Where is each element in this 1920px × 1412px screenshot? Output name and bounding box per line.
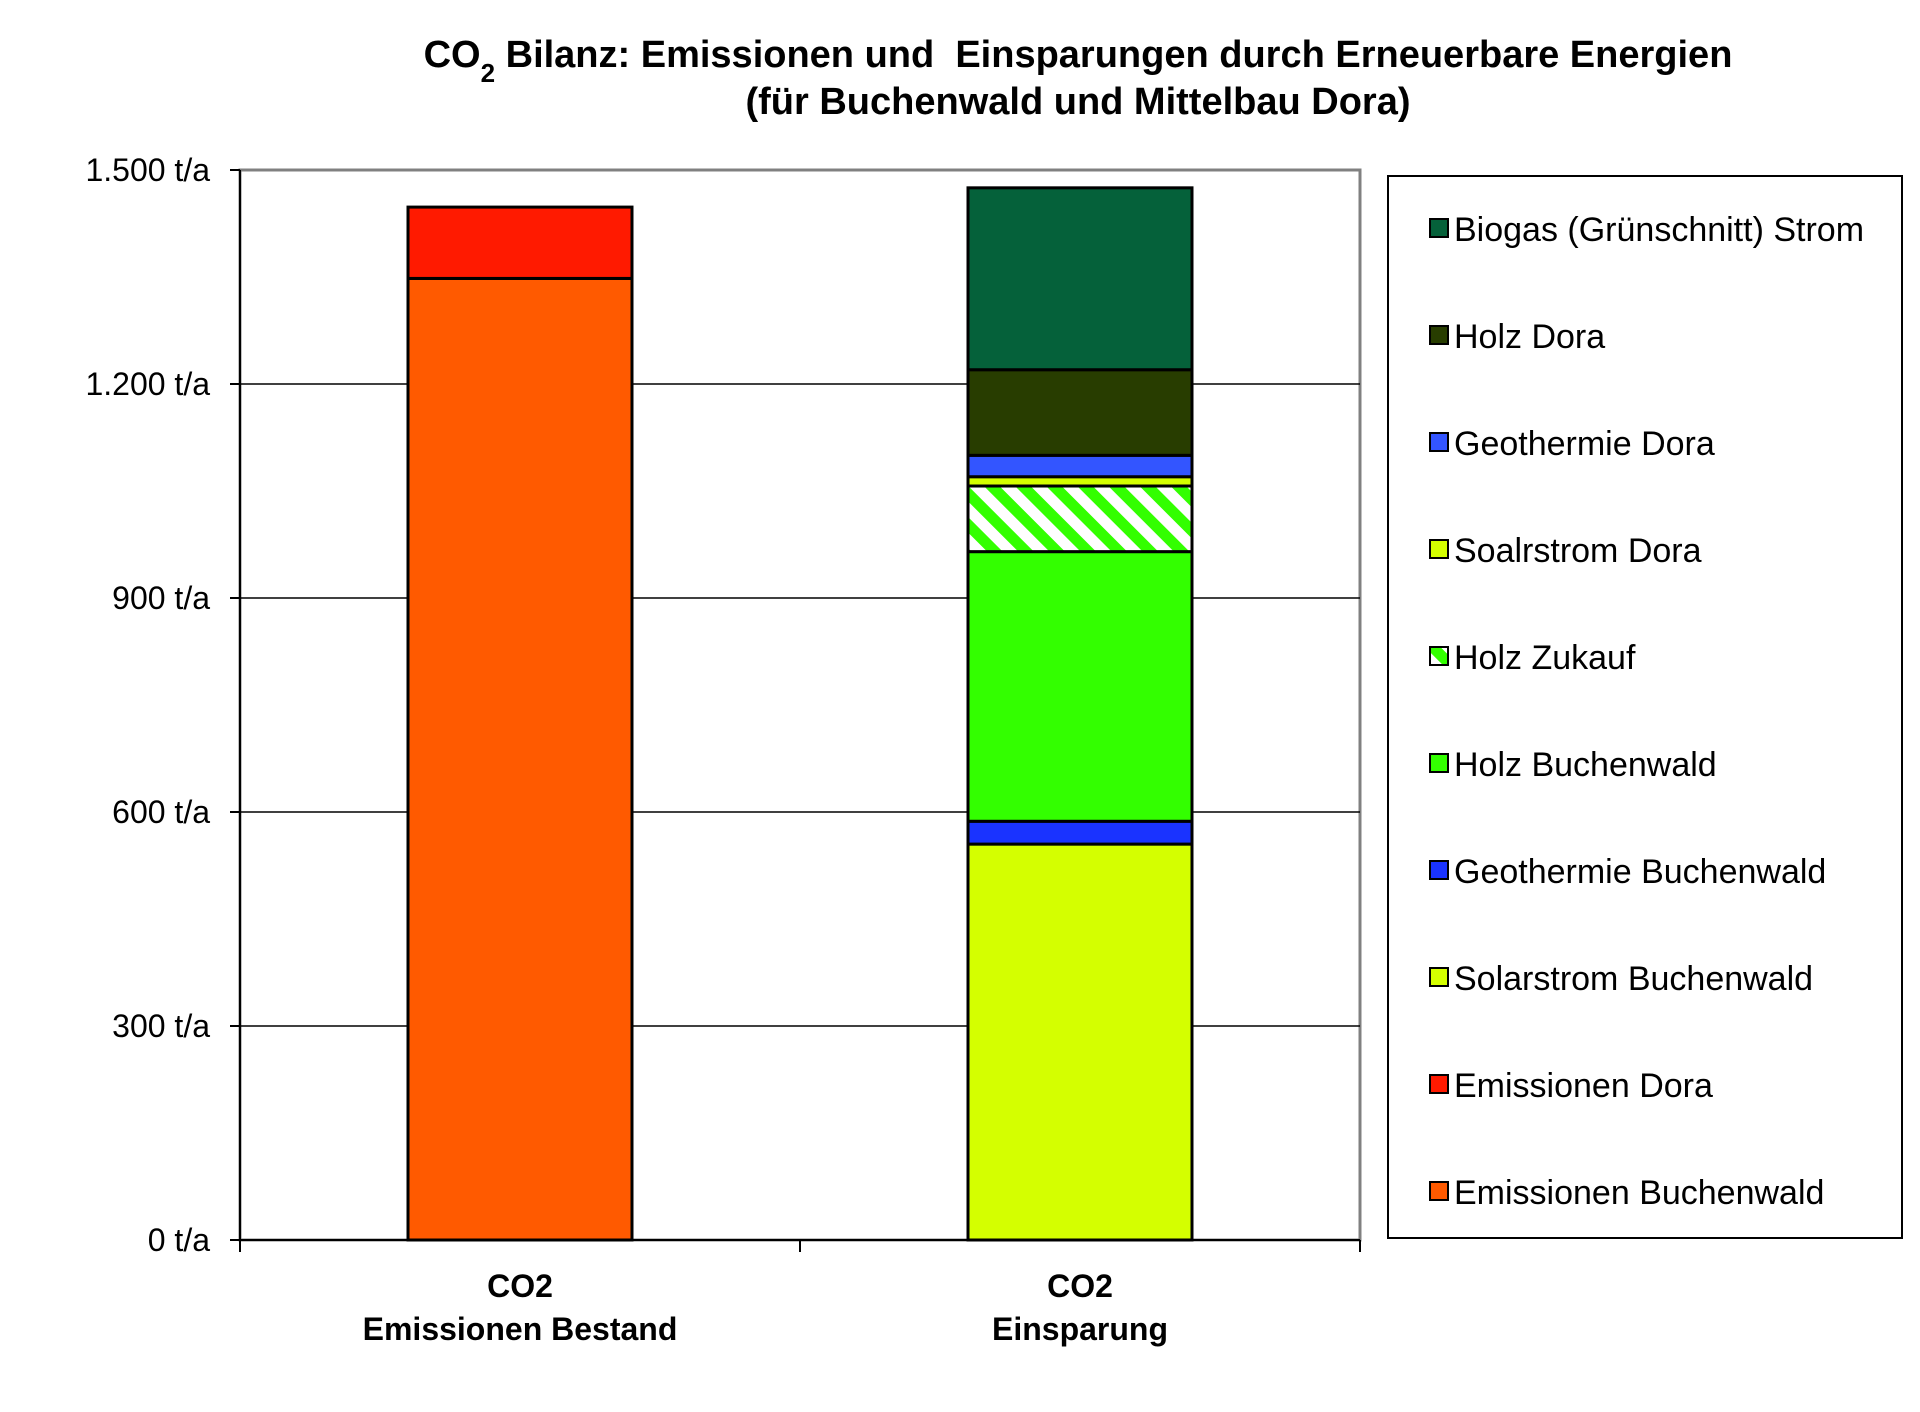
bar-segment-holz-dora — [966, 368, 1194, 457]
legend-swatch — [1429, 218, 1449, 238]
legend-label: Holz Dora — [1454, 318, 1605, 356]
bar-segment-emissionen-dora — [406, 205, 634, 280]
y-tick-label: 900 t/a — [112, 580, 210, 616]
legend-swatch — [1429, 967, 1449, 987]
legend-swatch — [1429, 432, 1449, 452]
category-label: CO2 — [1047, 1268, 1113, 1304]
bars — [406, 186, 1194, 1242]
y-tick-label: 1.200 t/a — [85, 366, 210, 402]
legend-swatch — [1429, 646, 1449, 666]
legend-label: Holz Buchenwald — [1454, 746, 1717, 784]
legend-swatch — [1429, 539, 1449, 559]
category-label: Emissionen Bestand — [363, 1311, 678, 1347]
title-rest-text: Bilanz: Emissionen und Einsparungen durc… — [495, 34, 1732, 76]
legend-label: Solarstrom Buchenwald — [1454, 960, 1813, 998]
legend-label: Emissionen Buchenwald — [1454, 1174, 1824, 1212]
legend-swatch — [1429, 1074, 1449, 1094]
legend-label: Soalrstrom Dora — [1454, 532, 1702, 570]
x-axis — [239, 1239, 1361, 1252]
legend-box — [1387, 175, 1903, 1239]
legend-swatch — [1429, 753, 1449, 773]
chart-title-line2: (für Buchenwald und Mittelbau Dora) — [746, 81, 1411, 123]
legend-label: Biogas (Grünschnitt) Strom — [1454, 211, 1864, 249]
bar-segment-biogas-grünschnitt-strom — [966, 186, 1194, 372]
legend-label: Emissionen Dora — [1454, 1067, 1713, 1105]
y-tick-label: 1.500 t/a — [85, 152, 210, 188]
legend-swatch — [1429, 1181, 1449, 1201]
title-subscript: 2 — [481, 58, 495, 88]
legend-swatch — [1429, 860, 1449, 880]
category-labels: CO2 Emissionen Bestand CO2 Einsparung — [363, 1268, 1168, 1347]
bar-segment-emissionen-buchenwald — [406, 276, 634, 1242]
legend-label: Geothermie Buchenwald — [1454, 853, 1826, 891]
legend-label: Geothermie Dora — [1454, 425, 1715, 463]
legend-swatch — [1429, 325, 1449, 345]
bar-segment-geothermie-buchenwald — [966, 819, 1194, 846]
y-axis: 0 t/a 300 t/a 600 t/a 900 t/a 1.200 t/a 1.500… — [85, 152, 241, 1258]
title-co-text: CO — [424, 34, 481, 76]
category-label: CO2 — [487, 1268, 553, 1304]
legend: Biogas (Grünschnitt) Strom Holz Dora Geoth… — [1429, 211, 1864, 1212]
bar-segment-solarstrom-buchenwald — [966, 842, 1194, 1242]
legend-label: Holz Zukauf — [1454, 639, 1636, 677]
chart-title-line1: CO2 Bilanz: Emissionen und Einsparungen … — [424, 34, 1733, 88]
y-tick-label: 600 t/a — [112, 794, 210, 830]
y-tick-label: 0 t/a — [148, 1222, 210, 1258]
bar-segment-holz-zukauf — [966, 484, 1194, 554]
category-label: Einsparung — [992, 1311, 1168, 1347]
bar-segment-holz-buchenwald — [966, 550, 1194, 823]
y-tick-label: 300 t/a — [112, 1008, 210, 1044]
bar-segment-geothermie-dora — [966, 453, 1194, 479]
